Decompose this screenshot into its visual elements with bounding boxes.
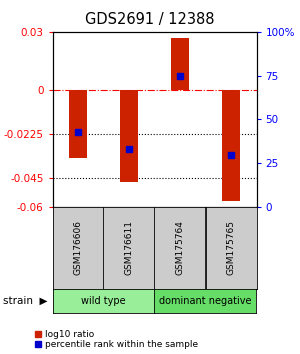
Text: GSM176606: GSM176606 xyxy=(74,220,82,275)
Text: strain  ▶: strain ▶ xyxy=(3,296,47,306)
Bar xyxy=(171,38,189,90)
Bar xyxy=(69,90,87,158)
Text: GSM175765: GSM175765 xyxy=(226,220,236,275)
Bar xyxy=(120,90,138,182)
Text: GDS2691 / 12388: GDS2691 / 12388 xyxy=(85,12,215,27)
Bar xyxy=(222,90,240,201)
Text: dominant negative: dominant negative xyxy=(159,296,252,306)
Legend: log10 ratio, percentile rank within the sample: log10 ratio, percentile rank within the … xyxy=(34,330,199,349)
Text: GSM175764: GSM175764 xyxy=(176,220,184,275)
Text: wild type: wild type xyxy=(81,296,126,306)
Text: GSM176611: GSM176611 xyxy=(124,220,134,275)
